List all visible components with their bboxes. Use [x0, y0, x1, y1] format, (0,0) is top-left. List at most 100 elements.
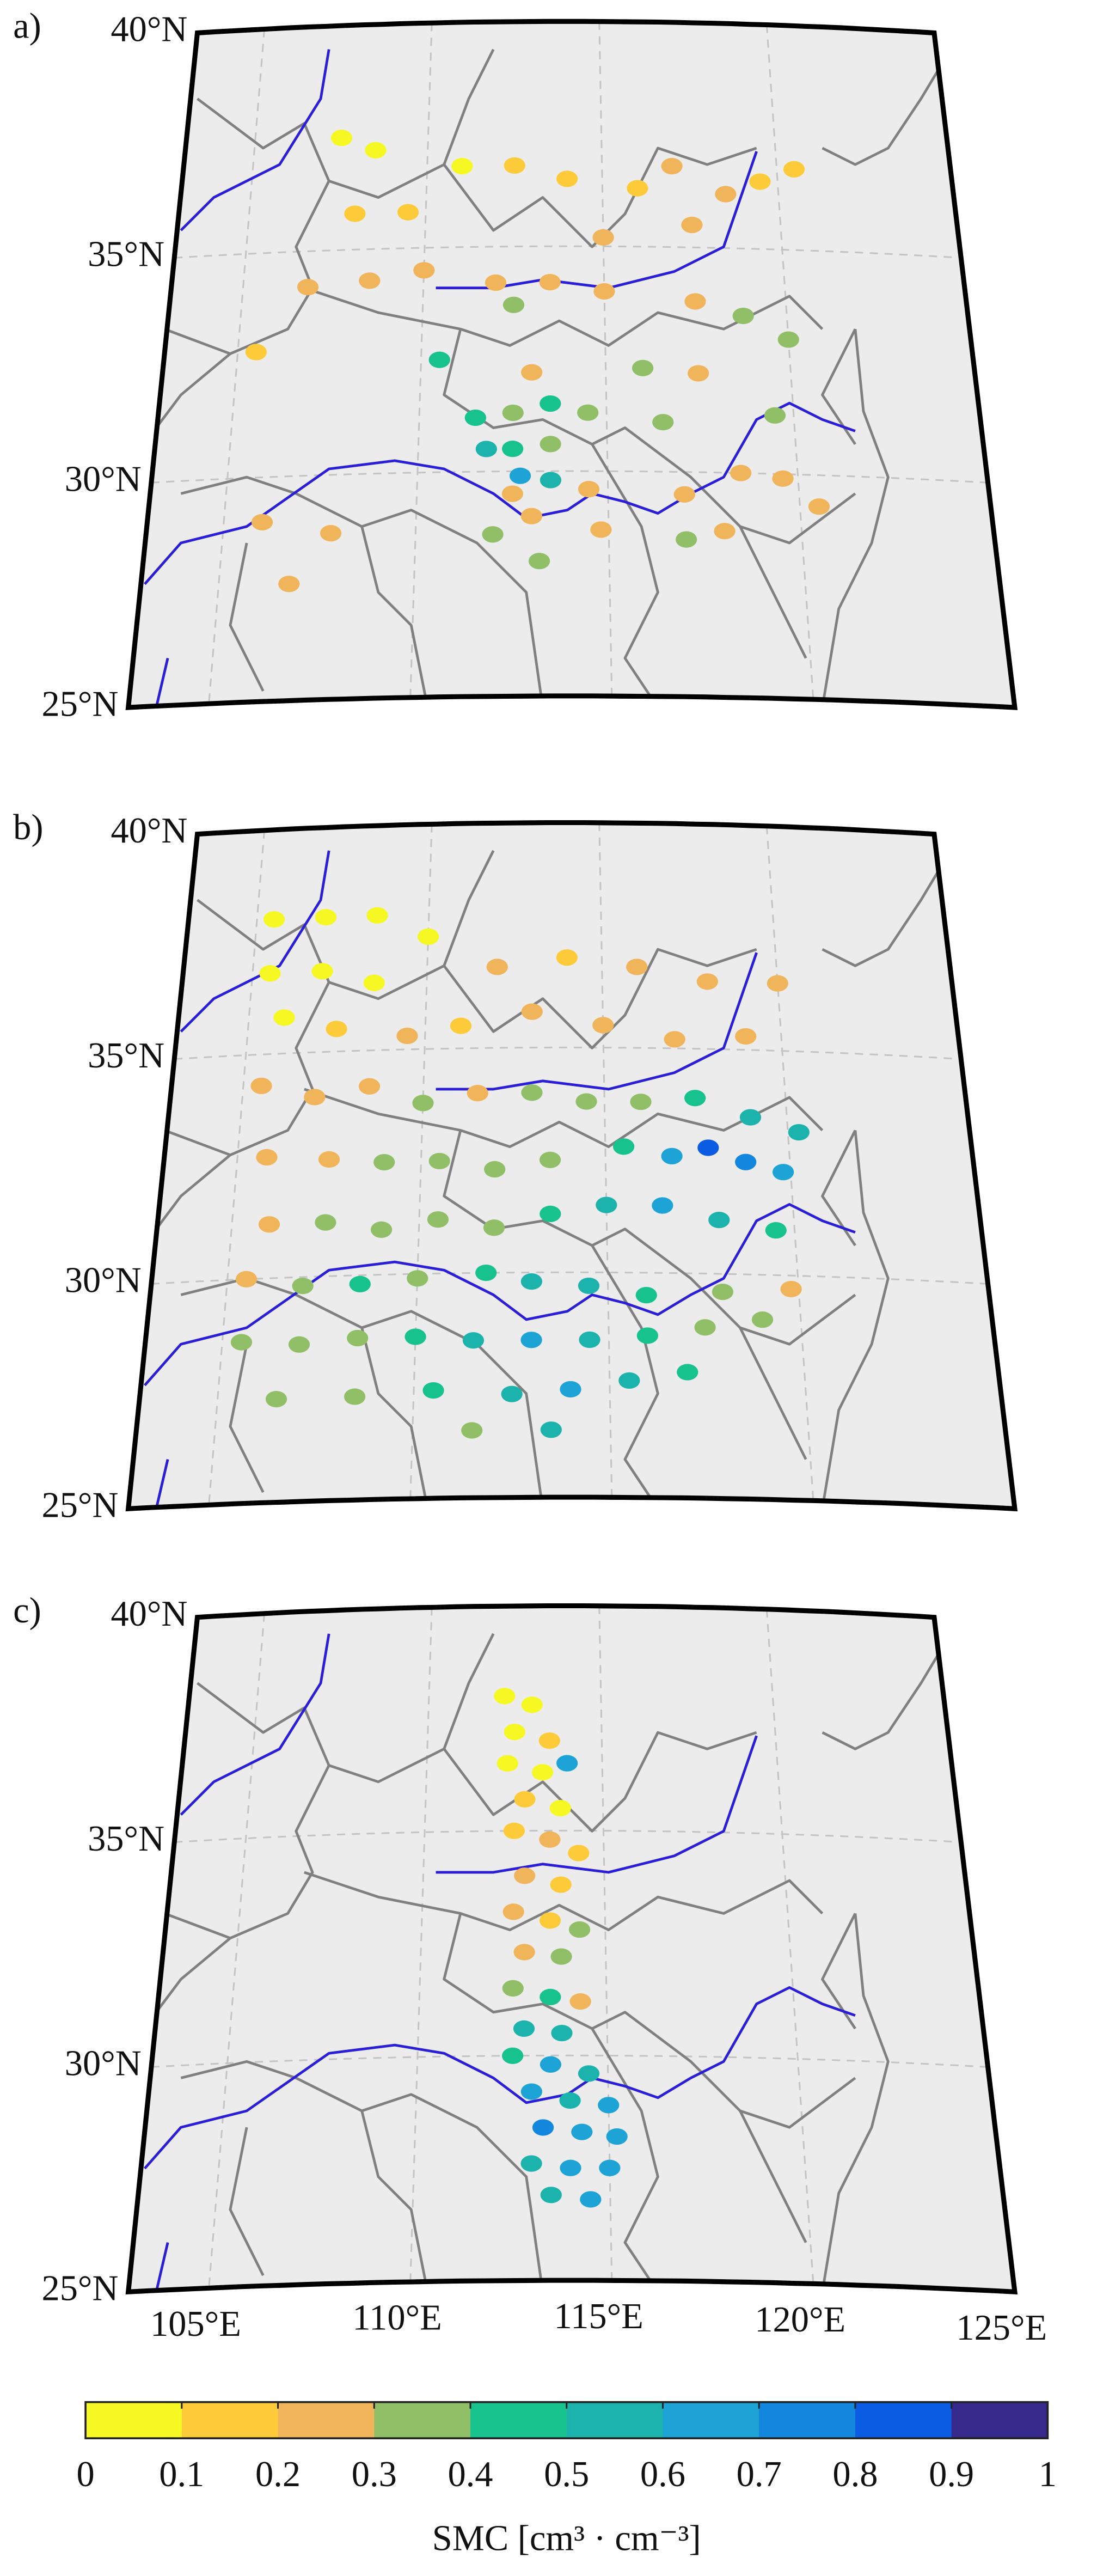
smc-point: [739, 1109, 762, 1126]
smc-point: [513, 1944, 535, 1961]
lat-tick-label: 25°N: [41, 2269, 118, 2309]
smc-point: [475, 441, 497, 457]
smc-point: [590, 521, 612, 538]
smc-point: [540, 2187, 562, 2203]
smc-point: [407, 1270, 428, 1287]
smc-point: [503, 1822, 525, 1839]
smc-point: [422, 1382, 444, 1399]
map-content: [128, 822, 1015, 1509]
smc-point: [676, 531, 697, 548]
lat-tick-label: 35°N: [88, 235, 164, 274]
grid-line: [765, 826, 814, 1501]
smc-point: [749, 173, 771, 190]
smc-point: [405, 1328, 426, 1345]
smc-point: [730, 465, 752, 481]
land: [128, 21, 1015, 708]
smc-point: [230, 1334, 253, 1351]
lat-tick-label: 30°N: [65, 459, 142, 499]
smc-point: [560, 1381, 581, 1398]
colorbar-tick-label: 0.9: [929, 2455, 974, 2494]
smc-point: [292, 1278, 314, 1295]
smc-point: [514, 1867, 536, 1884]
smc-point: [538, 1732, 560, 1749]
smc-point: [278, 576, 300, 593]
smc-point: [502, 296, 525, 313]
colorbar-swatch: [181, 2402, 279, 2439]
colorbar-tick-label: 1: [1039, 2455, 1057, 2494]
grid-line: [174, 1829, 961, 1844]
smc-point: [661, 158, 683, 175]
smc-point: [521, 364, 543, 381]
smc-point: [297, 279, 319, 296]
smc-point: [259, 965, 281, 982]
colorbar-swatch: [759, 2402, 856, 2439]
smc-point: [673, 486, 695, 503]
smc-point: [765, 1222, 787, 1239]
grid-line: [174, 245, 961, 259]
smc-point: [539, 1151, 561, 1168]
lon-tick-label: 115°E: [554, 2297, 643, 2336]
smc-point: [540, 436, 561, 453]
smc-point: [451, 158, 473, 175]
smc-point: [258, 1216, 280, 1233]
smc-point: [556, 1755, 578, 1772]
smc-point: [767, 975, 788, 992]
smc-point: [532, 2119, 554, 2136]
smc-point: [344, 1388, 366, 1405]
smc-point: [696, 973, 718, 990]
smc-point: [697, 1139, 719, 1156]
smc-point: [712, 1283, 734, 1301]
smc-point: [694, 1319, 716, 1336]
smc-point: [494, 1688, 516, 1705]
smc-point: [520, 1332, 542, 1348]
grid-line: [765, 25, 814, 700]
lat-tick-label: 40°N: [111, 811, 187, 851]
land: [128, 822, 1015, 1509]
smc-point: [635, 1287, 657, 1304]
smc-point: [485, 274, 507, 291]
smc-point: [540, 1205, 561, 1223]
smc-point: [539, 1912, 561, 1929]
smc-point: [559, 2092, 581, 2109]
smc-point: [596, 1197, 617, 1213]
smc-point: [777, 331, 799, 348]
smc-point: [732, 307, 754, 325]
map-panel: c) 40°N 35°N 30°N 25°N 105°E 110°E 115°E 120°E 12…: [13, 1591, 1047, 2348]
smc-point: [684, 293, 706, 310]
smc-point: [661, 1147, 683, 1164]
map-panel: a) 40°N 35°N 30°N 25°N: [13, 7, 1018, 724]
smc-point: [599, 2159, 621, 2176]
smc-point: [318, 1151, 340, 1168]
smc-point: [450, 1017, 472, 1034]
smc-point: [396, 1027, 418, 1045]
smc-point: [539, 274, 561, 291]
smc-point: [412, 1095, 434, 1112]
smc-point: [630, 1094, 652, 1110]
smc-point: [521, 1696, 543, 1713]
grid-line: [174, 1046, 961, 1060]
colorbar-label: SMC [cm³ · cm⁻³]: [432, 2519, 701, 2559]
lon-tick-label: 110°E: [352, 2298, 442, 2338]
smc-point: [461, 1422, 483, 1439]
smc-point: [256, 1149, 278, 1166]
smc-point: [575, 1093, 597, 1110]
smc-point: [751, 1311, 774, 1328]
smc-point: [677, 1364, 698, 1381]
smc-point: [531, 1764, 554, 1781]
smc-point: [521, 1003, 543, 1020]
smc-point: [502, 1903, 524, 1920]
smc-point: [288, 1336, 310, 1353]
colorbar-swatch: [566, 2402, 664, 2439]
colorbar-swatch: [470, 2402, 567, 2439]
smc-point: [365, 142, 387, 158]
smc-point: [735, 1153, 757, 1170]
smc-point: [502, 1980, 524, 1997]
smc-point: [326, 1021, 347, 1037]
lat-tick-label: 30°N: [65, 1261, 142, 1301]
smc-point: [593, 283, 615, 300]
grid-line: [151, 1271, 988, 1285]
smc-point: [315, 1214, 336, 1231]
smc-point: [373, 1153, 395, 1171]
smc-point: [539, 1831, 561, 1848]
